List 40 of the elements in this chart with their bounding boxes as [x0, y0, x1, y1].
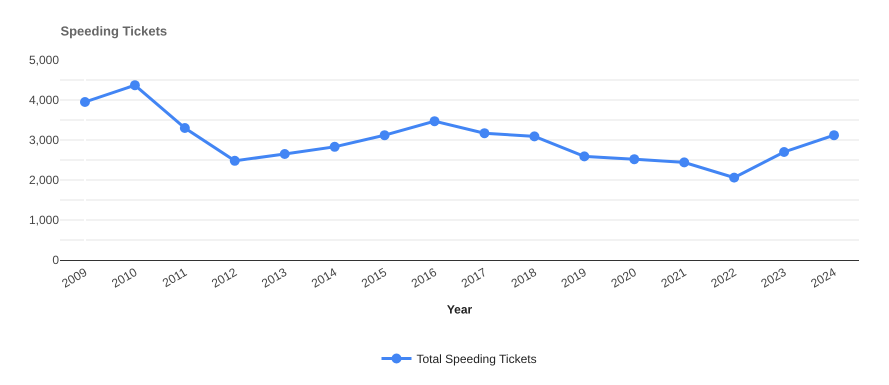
x-tick-label: 2016	[408, 264, 440, 291]
x-tick-label: 2021	[658, 264, 689, 291]
y-tick-label: 1,000	[28, 213, 60, 228]
x-tick-label: 2018	[508, 264, 540, 291]
x-tick-label: 2022	[708, 264, 739, 291]
x-tick-label: 2012	[209, 264, 240, 291]
x-tick-label: 2023	[758, 264, 789, 291]
point	[430, 116, 440, 126]
point	[779, 147, 790, 157]
point	[230, 156, 240, 166]
x-tick-label: 2009	[59, 264, 90, 291]
point	[180, 123, 190, 133]
point	[529, 131, 540, 142]
point	[629, 154, 640, 164]
point	[679, 157, 690, 168]
x-tick-label: 2015	[358, 264, 390, 291]
point	[729, 172, 740, 183]
x-tick-label: 2010	[109, 264, 140, 291]
x-tick-label: 2011	[160, 264, 190, 290]
y-tick-label: 0	[52, 253, 60, 268]
y-tick-label: 5,000	[28, 53, 60, 68]
x-tick-label: 2020	[608, 264, 640, 291]
x-axis-title: Year	[446, 302, 473, 316]
point	[829, 130, 840, 140]
point	[80, 97, 90, 107]
y-tick-label: 3,000	[28, 133, 60, 148]
y-tick-label: 2,000	[28, 173, 60, 188]
x-tick-label: 2013	[259, 264, 290, 291]
x-tick-label: 2024	[808, 264, 839, 291]
point	[380, 130, 390, 140]
chart-title: Speeding Tickets	[60, 23, 168, 38]
x-tick-label: 2014	[309, 264, 340, 291]
x-tick-label: 2019	[558, 264, 590, 291]
point	[330, 142, 340, 152]
legend-label: Total Speeding Tickets	[416, 352, 537, 366]
point	[280, 149, 290, 159]
point	[479, 128, 490, 138]
point	[130, 80, 140, 90]
y-tick-label: 4,000	[28, 93, 60, 108]
point	[579, 151, 590, 162]
